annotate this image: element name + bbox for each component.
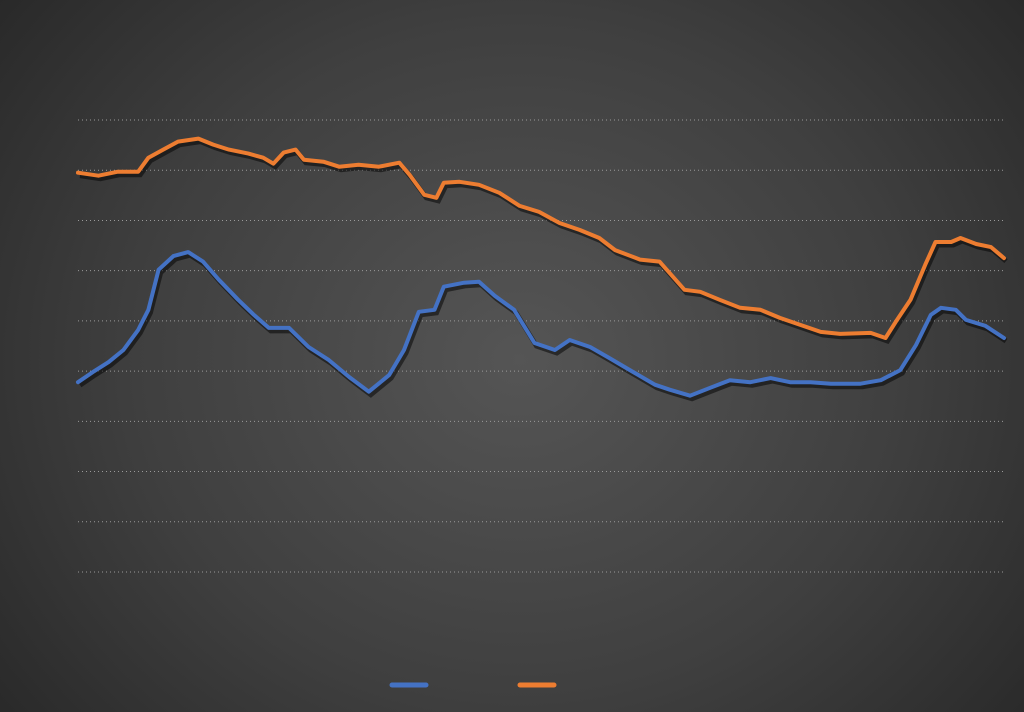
series-line-2: [76, 136, 1006, 340]
series-lines: [76, 136, 1008, 402]
series-line-shadow: [78, 252, 1008, 402]
series-line-shadow: [79, 139, 1008, 345]
series-line-1: [76, 250, 1006, 398]
